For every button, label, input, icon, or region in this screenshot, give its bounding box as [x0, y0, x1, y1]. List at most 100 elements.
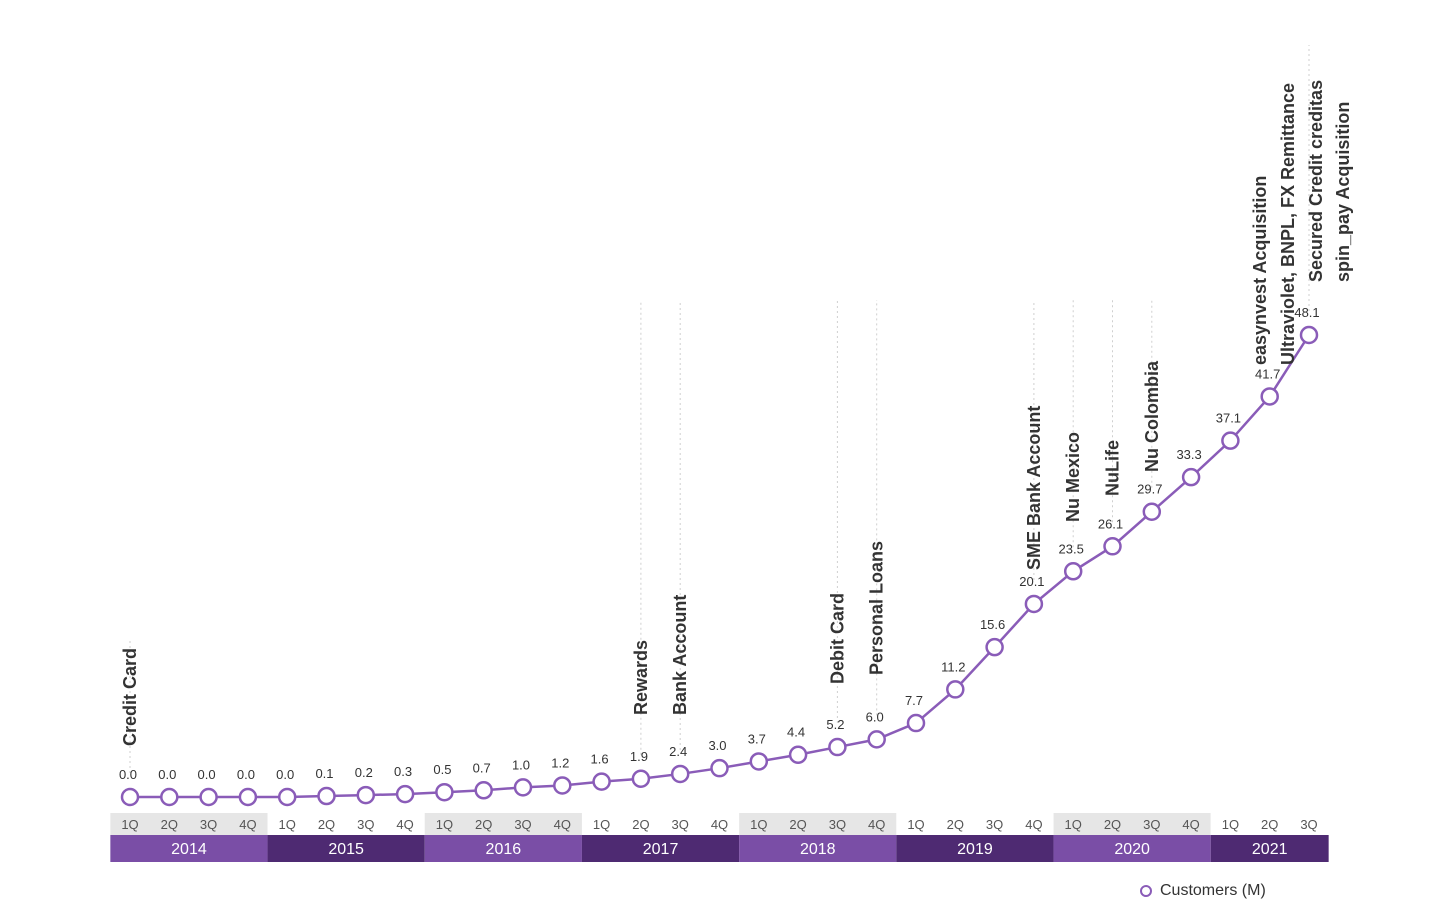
quarter-tick-label: 4Q — [396, 817, 413, 832]
quarter-band-2019 — [896, 813, 1054, 835]
data-label: 41.7 — [1255, 366, 1280, 381]
quarter-tick-label: 1Q — [593, 817, 610, 832]
data-label: 1.9 — [630, 749, 648, 764]
quarter-tick-label: 2Q — [632, 817, 649, 832]
year-band-2016 — [424, 835, 582, 862]
data-point — [474, 781, 493, 800]
quarter-band-2015 — [267, 813, 425, 835]
annotation-label: Bank Account — [670, 595, 690, 715]
annotation-label: Credit Card — [120, 648, 140, 746]
quarter-band-2016 — [424, 813, 582, 835]
data-label: 7.7 — [905, 693, 923, 708]
year-label-2018: 2018 — [800, 841, 836, 858]
annotation-label: SME Bank Account — [1024, 406, 1044, 570]
data-label: 29.7 — [1137, 482, 1162, 497]
data-point — [553, 776, 572, 795]
year-label-2017: 2017 — [643, 841, 679, 858]
data-point — [238, 787, 258, 807]
annotation-label: Ultraviolet, BNPL, FX Remittance — [1278, 83, 1298, 365]
quarter-tick-label: 2Q — [161, 817, 178, 832]
data-point — [867, 730, 886, 749]
data-point — [1181, 467, 1201, 487]
quarter-band-2014 — [110, 813, 268, 835]
annotation-label: NuLife — [1103, 440, 1123, 496]
data-point — [513, 778, 533, 797]
data-point — [1024, 594, 1044, 614]
quarter-tick-label: 3Q — [986, 817, 1003, 832]
data-labels: 0.0 0.0 0.0 0.0 0.0 0.1 0.2 0.3 0.5 0.7 1.0 1.2 1.6 1… — [119, 305, 1320, 782]
data-point — [1142, 502, 1162, 521]
data-label: 0.0 — [158, 767, 176, 782]
customers-series — [120, 325, 1319, 807]
data-label: 15.6 — [980, 617, 1005, 632]
quarter-tick-label: 2Q — [318, 817, 335, 832]
data-label: 3.0 — [708, 738, 726, 753]
year-band-2018 — [739, 835, 897, 862]
data-label: 20.1 — [1019, 574, 1044, 589]
quarter-tick-label: 3Q — [200, 817, 217, 832]
data-label: 2.4 — [669, 744, 687, 759]
quarter-band-2017 — [581, 813, 740, 835]
data-point — [1260, 387, 1279, 406]
quarter-tick-label: 4Q — [1182, 817, 1199, 832]
data-point — [317, 786, 336, 806]
annotation-label: spin_pay Acquisition — [1333, 102, 1353, 282]
year-label-2016: 2016 — [486, 841, 522, 858]
x-axis-bands: 2014 2015 2016 2017 2018 2019 2020 2021 1Q 2Q 3Q 4Q… — [110, 813, 1329, 862]
quarter-tick-label: 4Q — [554, 817, 571, 832]
annotation-label: Nu Mexico — [1063, 432, 1083, 522]
data-label: 1.6 — [591, 752, 609, 767]
data-label: 11.2 — [941, 659, 965, 674]
quarter-tick-label: 3Q — [672, 817, 689, 832]
data-label: 1.2 — [551, 755, 569, 770]
quarter-tick-label: 1Q — [436, 817, 453, 832]
data-point — [435, 782, 454, 802]
data-label: 1.0 — [512, 757, 530, 772]
annotation-label: Debit Card — [827, 593, 847, 684]
quarter-band-2021 — [1210, 813, 1329, 835]
data-point — [160, 787, 179, 807]
quarter-tick-label: 4Q — [239, 817, 256, 832]
customers-line — [130, 334, 1311, 799]
data-label: 4.4 — [787, 725, 805, 740]
quarter-tick-label: 1Q — [907, 817, 924, 832]
product-launch-annotations: Credit Card Rewards Bank Account Debit Card… — [120, 80, 1353, 746]
quarter-tick-label: 3Q — [1143, 817, 1160, 832]
annotation-label: Secured Credit creditas — [1306, 80, 1326, 282]
quarter-tick-label: 2Q — [1104, 817, 1121, 832]
annotation-label: Nu Colombia — [1142, 360, 1162, 472]
annotation-guides — [129, 45, 1310, 773]
data-label: 0.0 — [119, 767, 137, 782]
data-point — [749, 752, 769, 771]
year-label-2019: 2019 — [957, 841, 993, 858]
data-label: 26.1 — [1098, 516, 1123, 531]
data-label: 23.5 — [1059, 541, 1084, 556]
year-label-2015: 2015 — [328, 841, 364, 858]
data-point — [710, 758, 729, 778]
data-label: 6.0 — [866, 709, 884, 724]
data-point — [670, 764, 690, 784]
year-label-2020: 2020 — [1114, 841, 1150, 858]
data-point — [828, 737, 847, 757]
year-band-2015 — [267, 835, 425, 862]
year-label-2014: 2014 — [171, 841, 207, 858]
data-label: 3.7 — [748, 731, 766, 746]
quarter-tick-label: 1Q — [1065, 817, 1082, 832]
year-band-2017 — [581, 835, 740, 862]
annotation-label: Personal Loans — [867, 541, 887, 675]
year-band-2019 — [896, 835, 1054, 862]
quarter-band-2018 — [739, 813, 897, 835]
data-point — [120, 787, 140, 807]
data-point — [1063, 562, 1083, 581]
annotation-label: Rewards — [631, 640, 651, 715]
data-point — [395, 784, 415, 804]
quarter-tick-label: 2Q — [789, 817, 806, 832]
year-band-2020 — [1053, 835, 1211, 862]
quarter-tick-label: 3Q — [829, 817, 846, 832]
legend-label: Customers (M) — [1160, 882, 1266, 899]
quarter-tick-label: 3Q — [357, 817, 374, 832]
data-label: 33.3 — [1176, 447, 1201, 462]
legend-marker-icon — [1140, 885, 1152, 897]
year-band-2021 — [1210, 835, 1329, 862]
data-point — [788, 745, 808, 764]
